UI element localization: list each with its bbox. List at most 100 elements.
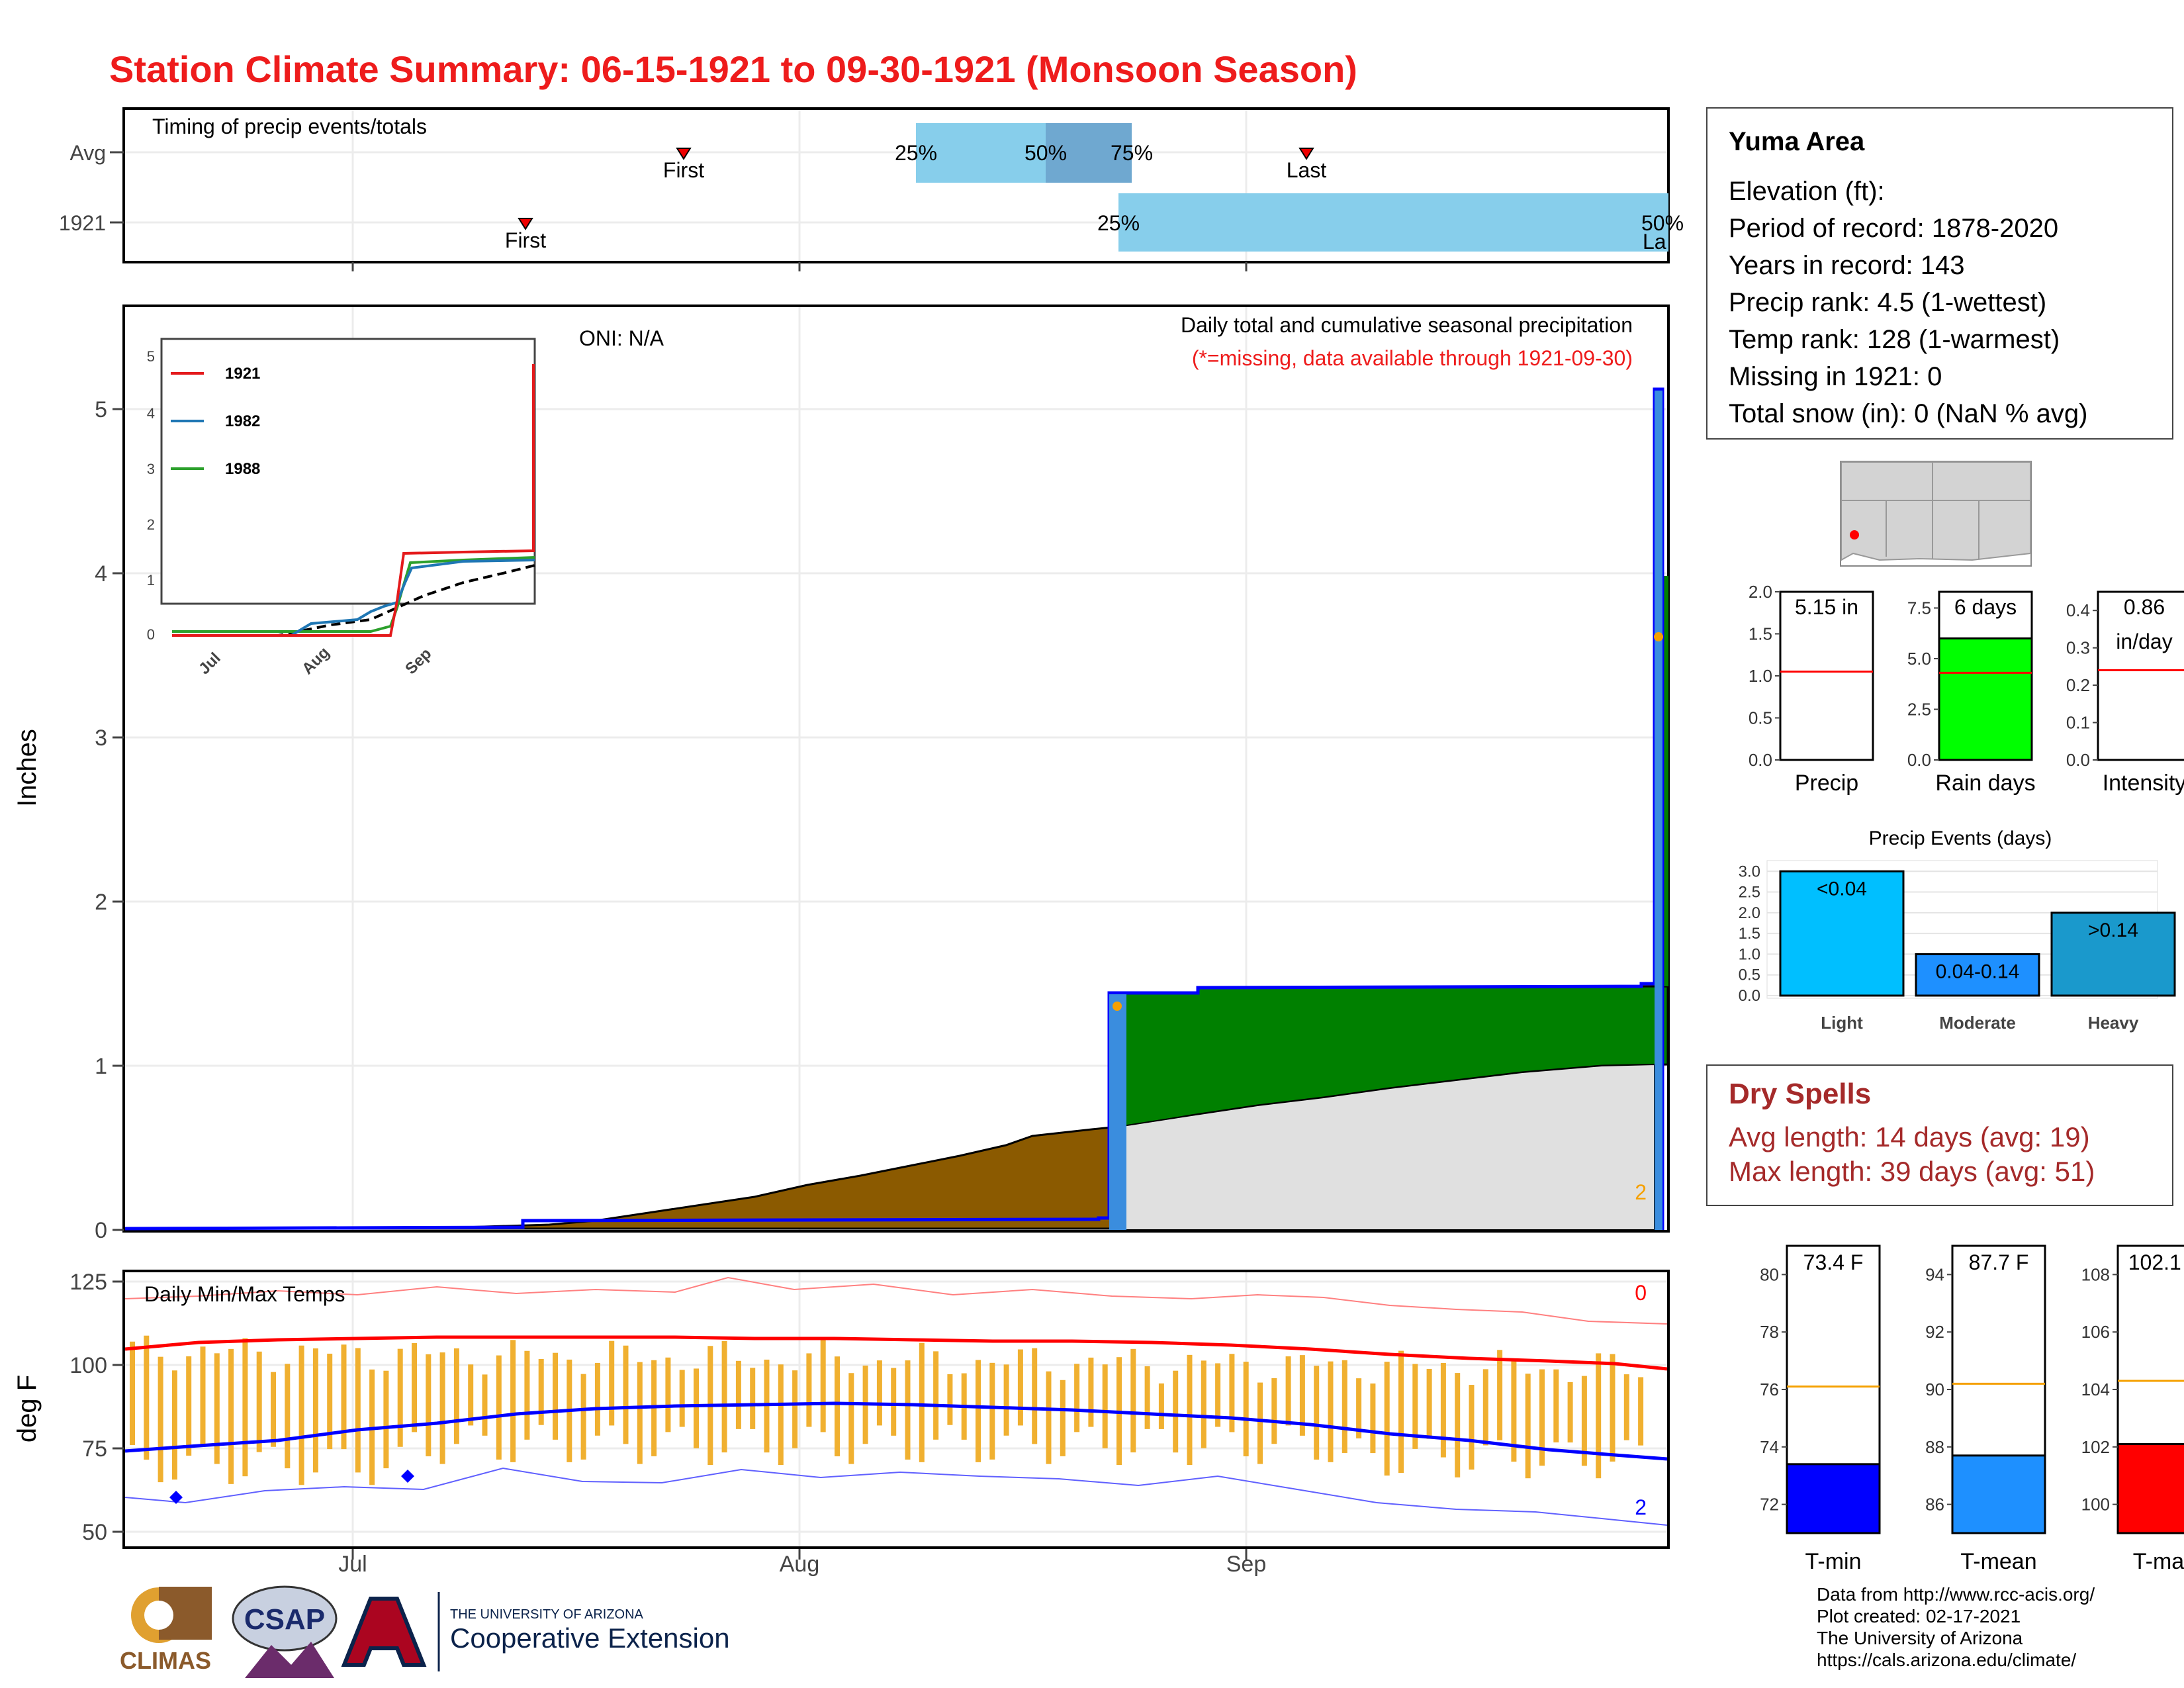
temp-range-bar bbox=[1271, 1378, 1277, 1444]
events-tick: 0.0 bbox=[1739, 987, 1760, 1005]
temp-range-bar bbox=[1257, 1382, 1263, 1464]
temp-sum-tick: 108 bbox=[2081, 1264, 2110, 1284]
temp-range-bar bbox=[609, 1340, 615, 1426]
temp-sum-tick: 90 bbox=[1925, 1380, 1944, 1399]
info-temp-rank: Temp rank: 128 (1-warmest) bbox=[1729, 325, 2060, 354]
temp-range-bar bbox=[242, 1338, 248, 1477]
temp-range-bar bbox=[1158, 1383, 1164, 1429]
precip-subtitle: Daily total and cumulative seasonal prec… bbox=[1181, 313, 1633, 337]
temp-range-bar bbox=[594, 1362, 600, 1436]
row-avg: Avg bbox=[69, 141, 106, 165]
temp-range-bar bbox=[1060, 1380, 1066, 1456]
temp-sum-tick: 72 bbox=[1760, 1495, 1779, 1515]
page-title: Station Climate Summary: 06-15-1921 to 0… bbox=[109, 48, 1357, 90]
x-tick-sep: Sep bbox=[1226, 1552, 1267, 1577]
temp-range-bar bbox=[1482, 1369, 1488, 1446]
temp-range-bar bbox=[778, 1364, 784, 1466]
avg-first-marker bbox=[676, 148, 692, 160]
y-tick-0: 0 bbox=[95, 1218, 107, 1243]
avg-min-line bbox=[124, 1401, 1668, 1461]
events-category: Light bbox=[1821, 1013, 1863, 1033]
events-tick: 1.0 bbox=[1739, 945, 1760, 963]
temp-range-bar bbox=[496, 1355, 502, 1460]
missing-note: (*=missing, data available through 1921-… bbox=[1192, 346, 1633, 370]
temp-range-bar bbox=[694, 1368, 699, 1448]
avg-marker-1 bbox=[1113, 1002, 1122, 1011]
min-missing: 2 bbox=[1635, 1495, 1647, 1519]
temp-range-bar bbox=[1553, 1369, 1559, 1442]
temp-range-bar bbox=[355, 1348, 361, 1473]
temp-range-bar bbox=[327, 1353, 333, 1450]
temp-range-bar bbox=[426, 1354, 432, 1456]
temp-range-bar bbox=[1299, 1355, 1305, 1436]
temp-range-bar bbox=[835, 1356, 840, 1456]
avg-p75: 75% bbox=[1111, 141, 1153, 165]
dry-title: Dry Spells bbox=[1729, 1078, 1872, 1110]
temp-sum-tick: 86 bbox=[1925, 1495, 1944, 1515]
record-max-line bbox=[124, 1276, 1668, 1325]
avg-last-marker bbox=[1298, 148, 1314, 160]
temp-range-bar bbox=[876, 1360, 882, 1426]
min-record-marker-2 bbox=[401, 1470, 414, 1483]
temp-range-bar bbox=[256, 1351, 262, 1452]
mini-tick: 1.0 bbox=[1749, 666, 1772, 686]
temp-range-bar bbox=[891, 1368, 897, 1436]
y-tick-2: 2 bbox=[95, 890, 107, 915]
timing-panel: Timing of precip events/totals Avg 1921 … bbox=[59, 107, 1684, 271]
temp-range-bar bbox=[1342, 1360, 1347, 1453]
oni-label: ONI: N/A bbox=[579, 326, 664, 350]
temp-range-bar bbox=[1074, 1364, 1080, 1432]
temp-range-bar bbox=[538, 1359, 544, 1425]
inset-1982 bbox=[172, 559, 535, 637]
temp-sum-label: T-min bbox=[1805, 1549, 1862, 1574]
temp-sum-tick: 106 bbox=[2081, 1322, 2110, 1342]
events-bar-label: 0.04-0.14 bbox=[1936, 961, 2020, 982]
mini-value-text2: in/day bbox=[2116, 630, 2172, 653]
temp-range-bar bbox=[1173, 1370, 1179, 1453]
temp-range-bar bbox=[397, 1348, 403, 1447]
svg-text:THE UNIVERSITY OF ARIZONA: THE UNIVERSITY OF ARIZONA bbox=[450, 1607, 644, 1622]
avg-max-line bbox=[124, 1335, 1668, 1371]
temp-range-bar bbox=[186, 1356, 192, 1456]
mini-tick: 0.4 bbox=[2066, 600, 2090, 620]
temp-range-bar bbox=[1623, 1374, 1629, 1440]
info-precip-rank: Precip rank: 4.5 (1-wettest) bbox=[1729, 288, 2047, 317]
temp-range-bar bbox=[285, 1364, 291, 1469]
footer-line-2: Plot created: 02-17-2021 bbox=[1817, 1606, 2021, 1626]
temp-range-bar bbox=[1243, 1362, 1249, 1456]
temp-sum-tick: 102 bbox=[2081, 1437, 2110, 1457]
temp-range-bar bbox=[750, 1368, 756, 1429]
mini-tick: 0.3 bbox=[2066, 638, 2090, 658]
dry-spells-box: Dry Spells Avg length: 14 days (avg: 19)… bbox=[1706, 1064, 2173, 1206]
temp-range-bar bbox=[665, 1357, 671, 1432]
events-bar-label: >0.14 bbox=[2088, 919, 2138, 941]
temp-range-bar bbox=[1638, 1377, 1644, 1446]
svg-text:5: 5 bbox=[147, 348, 155, 365]
temp-range-bar bbox=[1581, 1376, 1587, 1466]
temp-range-bar bbox=[468, 1364, 474, 1426]
temp-range-bar bbox=[453, 1348, 459, 1444]
min-record-marker-1 bbox=[169, 1491, 183, 1504]
temp-range-bar bbox=[637, 1362, 643, 1464]
temps-panel: Daily Min/Max Temps 0 2 50 75 100 125 deg F bbox=[13, 1270, 1670, 1560]
avg-p25: 25% bbox=[895, 141, 937, 165]
temp-range-bar bbox=[679, 1370, 685, 1427]
yr-first-label: First bbox=[505, 228, 546, 252]
mini-tick: 2.0 bbox=[1749, 583, 1772, 602]
inset-legend-1982: 1982 bbox=[225, 412, 260, 430]
y-tick-3: 3 bbox=[95, 726, 107, 751]
avg-50-75-bar bbox=[1046, 123, 1132, 183]
svg-text:Cooperative Extension: Cooperative Extension bbox=[450, 1622, 730, 1654]
temp-range-bar bbox=[848, 1373, 854, 1464]
yr-last-label: La bbox=[1643, 230, 1666, 254]
csap-logo: CSAP bbox=[232, 1585, 338, 1678]
x-axis: Jul Aug Sep bbox=[338, 1552, 1267, 1577]
mini-tick: 0.5 bbox=[1749, 708, 1772, 728]
mini-value-text: 5.15 in bbox=[1795, 595, 1858, 619]
mini-bar-frame bbox=[2097, 590, 2184, 761]
mini-tick: 2.5 bbox=[1907, 699, 1931, 719]
temp-range-bar bbox=[919, 1342, 925, 1462]
temp-range-bar bbox=[1412, 1364, 1418, 1449]
temp-range-bar bbox=[1130, 1348, 1136, 1453]
temp-range-bar bbox=[553, 1352, 558, 1440]
